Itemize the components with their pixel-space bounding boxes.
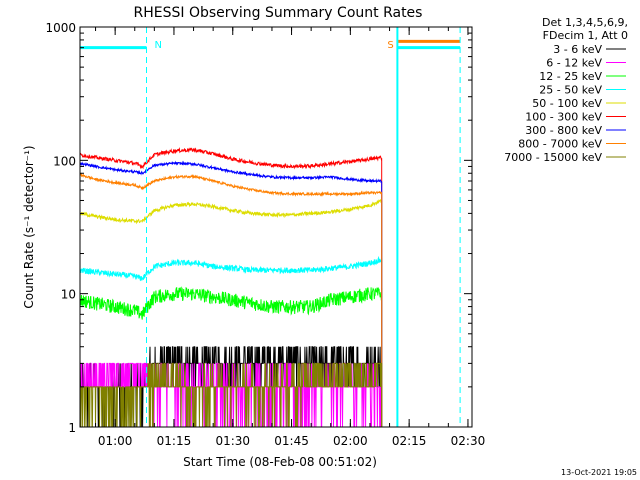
x-tick-label: 01:30	[215, 434, 250, 448]
series-line	[80, 146, 383, 427]
series-line	[80, 199, 383, 427]
flag-bars	[80, 39, 461, 50]
legend-entry: 800 - 7000 keV	[518, 138, 602, 151]
y-tick-label: 1	[68, 421, 76, 435]
legend-header: Det 1,3,4,5,6,9,	[542, 16, 628, 29]
x-axis-label: Start Time (08-Feb-08 00:51:02)	[183, 455, 377, 469]
vertical-lines	[146, 27, 461, 427]
series-line	[80, 362, 383, 427]
legend-entry: 12 - 25 keV	[539, 70, 602, 83]
y-axis: 1 10 100 1000	[45, 21, 472, 435]
legend: Det 1,3,4,5,6,9,FDecim 1, Att 03 - 6 keV…	[504, 16, 628, 164]
x-tick-label: 02:15	[392, 434, 427, 448]
plot-frame	[79, 26, 473, 428]
x-tick-label: 02:30	[451, 434, 486, 448]
legend-entry: 7000 - 15000 keV	[504, 151, 602, 164]
y-axis-label: Count Rate (s⁻¹ detector⁻¹)	[22, 145, 36, 308]
x-tick-label: 01:00	[98, 434, 133, 448]
event-marker-label: S	[387, 40, 393, 51]
series-line	[80, 286, 383, 427]
x-tick-label: 02:00	[333, 434, 368, 448]
x-tick-label: 01:15	[157, 434, 192, 448]
y-tick-label: 1000	[45, 21, 76, 35]
series-line	[80, 172, 383, 427]
legend-entry: 3 - 6 keV	[553, 43, 602, 56]
series-group	[80, 146, 383, 427]
legend-entry: 25 - 50 keV	[539, 84, 602, 97]
legend-header: FDecim 1, Att 0	[543, 29, 628, 42]
chart-title: RHESSI Observing Summary Count Rates	[134, 5, 423, 21]
event-marker-label: N	[155, 40, 162, 51]
legend-entry: 100 - 300 keV	[525, 111, 602, 124]
x-tick-label: 01:45	[274, 434, 309, 448]
x-axis: 01:00 01:15 01:30 01:45 02:00 02:15 02:30	[95, 27, 486, 448]
legend-entry: 300 - 800 keV	[525, 124, 602, 137]
series-line	[80, 160, 383, 427]
footer-date: 13-Oct-2021 19:05	[561, 468, 637, 477]
legend-entry: 6 - 12 keV	[546, 57, 602, 70]
series-line	[80, 255, 383, 427]
legend-entry: 50 - 100 keV	[532, 97, 602, 110]
y-tick-label: 10	[61, 288, 76, 302]
y-tick-label: 100	[53, 154, 76, 168]
